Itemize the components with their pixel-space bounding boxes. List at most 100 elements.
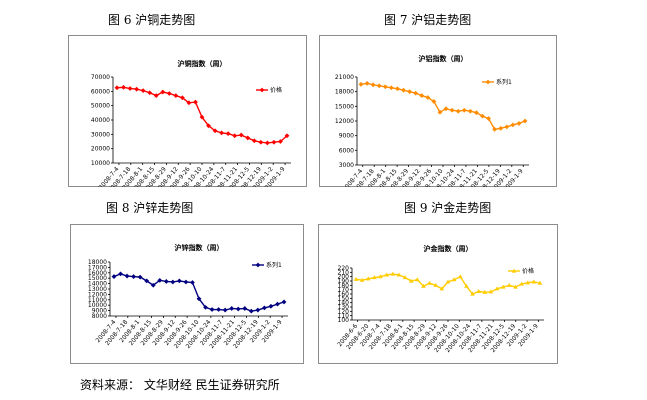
y-tick-label: 50000 — [91, 103, 110, 110]
data-point — [402, 275, 408, 280]
data-point — [437, 109, 443, 115]
y-tick-label: 110 — [338, 313, 350, 320]
figure-9-caption: 图 9 沪金走势图 — [404, 201, 492, 215]
data-point — [196, 296, 202, 302]
chart-title: 沪锌指数（周） — [175, 243, 224, 252]
data-point — [251, 138, 257, 144]
data-point — [131, 274, 137, 279]
data-point — [395, 86, 400, 92]
data-point — [166, 91, 172, 96]
y-tick-label: 70000 — [91, 74, 110, 81]
data-point — [150, 282, 156, 288]
data-point — [421, 283, 426, 288]
data-point — [378, 274, 383, 279]
y-tick-label: 16000 — [88, 270, 107, 277]
data-point — [388, 85, 394, 91]
data-point — [232, 133, 238, 139]
data-point — [457, 274, 463, 279]
data-point — [500, 284, 506, 289]
y-tick-label: 20000 — [91, 146, 110, 153]
y-tick-label: 150 — [338, 295, 350, 302]
data-point — [427, 280, 432, 285]
y-tick-label: 120 — [338, 308, 350, 315]
data-point — [522, 118, 528, 124]
y-tick-label: 21000 — [335, 74, 354, 81]
data-point — [516, 121, 522, 126]
legend-label: 系列1 — [266, 261, 282, 269]
y-tick-label: 18000 — [335, 89, 354, 96]
chart-title: 沪铝指数（周） — [419, 54, 468, 63]
data-point — [173, 93, 179, 99]
data-point — [225, 131, 231, 137]
chart-title: 沪铜指数（周） — [178, 59, 227, 68]
data-point — [401, 87, 406, 93]
data-point — [413, 90, 419, 96]
chart-frame — [68, 35, 307, 187]
aluminum-chart-svg: 沪铝指数（周）300060009000120001500018000210002… — [319, 35, 557, 187]
data-point — [359, 277, 365, 282]
data-point — [461, 107, 467, 113]
y-tick-label: 12000 — [335, 118, 354, 125]
data-point — [134, 86, 140, 92]
series-line — [360, 82, 526, 131]
y-tick-label: 13000 — [88, 286, 107, 293]
gold-chart-svg: 沪金指数（周） 100110120130140150160170180190200… — [318, 224, 558, 364]
y-tick-label: 130 — [338, 304, 350, 311]
data-point — [455, 108, 461, 114]
zinc-chart-svg: 沪锌指数（周） 800090001000011000120001300014000… — [70, 224, 304, 364]
data-point — [451, 277, 457, 282]
chart-title: 沪金指数（周） — [424, 244, 473, 253]
y-tick-label: 8000 — [92, 313, 107, 320]
data-point — [467, 108, 473, 114]
data-point — [408, 278, 414, 283]
data-point — [353, 276, 359, 281]
data-point — [431, 99, 437, 104]
data-point — [258, 139, 264, 145]
data-point — [525, 280, 531, 285]
data-point — [449, 107, 455, 113]
data-point — [370, 82, 376, 88]
y-tick-label: 210 — [338, 269, 350, 276]
legend-label: 价格 — [270, 86, 282, 94]
data-point — [382, 84, 388, 90]
data-point — [144, 278, 150, 284]
data-point — [470, 291, 475, 296]
y-tick-label: 100 — [338, 317, 350, 324]
y-tick-label: 10000 — [88, 302, 107, 309]
data-point — [209, 307, 215, 312]
data-point — [255, 307, 261, 313]
figure-6-caption: 图 6 沪铜走势图 — [108, 13, 196, 27]
y-tick-label: 30000 — [91, 131, 110, 138]
data-point — [480, 113, 485, 119]
y-tick-label: 17000 — [88, 264, 107, 271]
y-tick-label: 15000 — [88, 275, 107, 282]
data-point — [445, 279, 451, 284]
y-tick-label: 6000 — [339, 147, 354, 154]
y-tick-label: 180 — [338, 282, 350, 289]
data-point — [364, 80, 370, 86]
data-point — [474, 110, 479, 116]
data-point — [415, 277, 420, 282]
y-tick-label: 160 — [338, 291, 350, 298]
data-point — [235, 306, 241, 312]
figure-7-caption: 图 7 沪铝走势图 — [384, 13, 472, 27]
y-tick-label: 40000 — [91, 117, 110, 124]
data-point — [537, 280, 543, 285]
copper-chart: 沪铜指数（周） 10000 20000 30000 40000 50000 60000 700… — [68, 35, 307, 187]
data-point — [219, 130, 225, 136]
data-point — [464, 283, 469, 288]
data-point — [507, 282, 512, 287]
data-point — [486, 116, 491, 121]
data-point — [157, 277, 163, 283]
data-point — [153, 93, 159, 99]
data-point — [482, 289, 488, 294]
data-point — [160, 89, 166, 95]
y-tick-label: 15000 — [335, 103, 354, 110]
legend-label: 价格 — [522, 267, 534, 275]
data-point — [365, 276, 371, 281]
y-tick-label: 200 — [338, 274, 350, 281]
data-point — [390, 271, 396, 276]
data-point — [183, 279, 189, 285]
data-point — [513, 284, 518, 289]
y-tick-label: 11000 — [88, 297, 107, 304]
